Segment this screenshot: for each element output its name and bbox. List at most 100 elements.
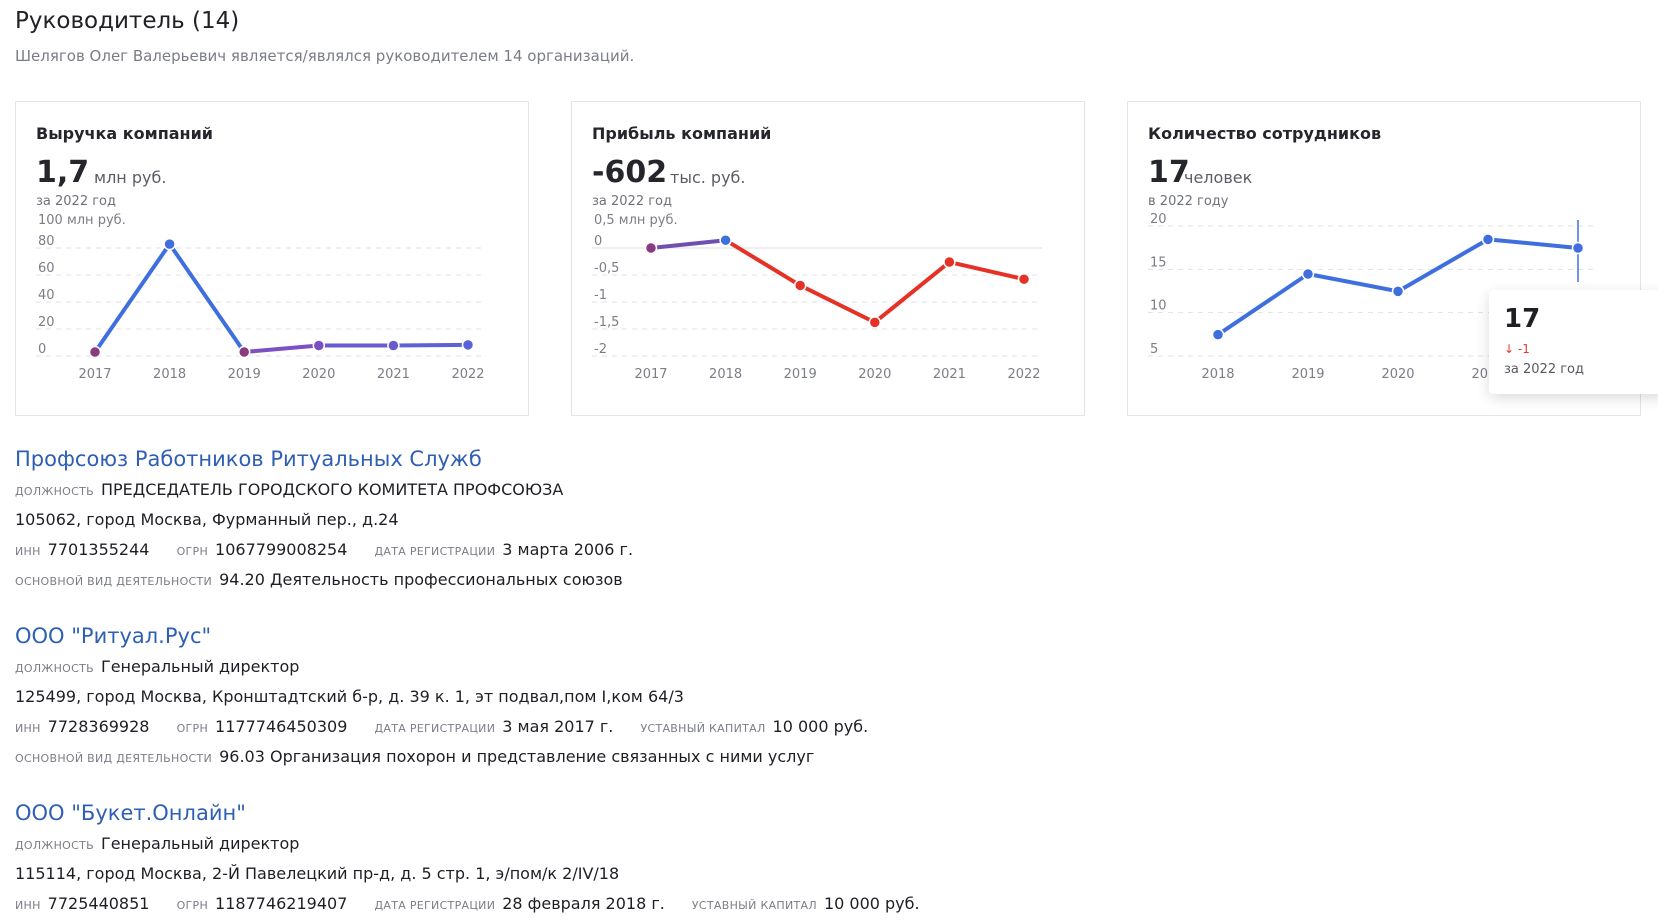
activity-value: 94.20 Деятельность профессиональных союз… <box>219 570 623 589</box>
x-tick-label: 2022 <box>1007 367 1040 382</box>
card-title: Прибыль компаний <box>592 124 772 143</box>
x-tick-label: 2020 <box>1381 367 1414 382</box>
x-tick-label: 2020 <box>302 367 335 382</box>
ogrn-label: ОГРН <box>176 899 209 912</box>
card-period: за 2022 год <box>36 194 116 209</box>
ogrn-label: ОГРН <box>176 545 209 558</box>
page-subtitle: Шелягов Олег Валерьевич является/являлся… <box>15 47 635 65</box>
reg-date-label: дата регистрации <box>374 899 496 912</box>
y-tick-label: 80 <box>38 234 55 249</box>
series-segment <box>391 342 470 348</box>
data-point <box>943 255 956 269</box>
capital-value: 10 000 руб. <box>823 894 920 913</box>
data-point <box>1211 328 1225 341</box>
position-label: должность <box>15 662 94 675</box>
reg-date-label: дата регистрации <box>374 722 496 735</box>
inn-value: 7725440851 <box>47 894 150 913</box>
org-position-row: должность ПРЕДСЕДАТЕЛЬ ГОРОДСКОГО КОМИТЕТ… <box>15 475 655 505</box>
org-item: ООО "Ритуал.Рус" должность Генеральный ди… <box>15 621 890 772</box>
revenue-card[interactable]: 100 млн руб. 80 60 40 20 0 2017 2018 2019 2020 202… <box>15 101 529 416</box>
org-name-link[interactable]: Профсоюз Работников Ритуальных Служб <box>15 447 482 471</box>
reg-date-value: 3 марта 2006 г. <box>502 540 634 559</box>
y-tick-label: -0,5 <box>594 261 619 276</box>
card-value: -602 <box>592 155 668 190</box>
series-segment <box>167 242 247 354</box>
chart-tooltip: 17 ↓ -1 за 2022 год <box>1489 290 1658 394</box>
inn-label: ИНН <box>15 899 41 912</box>
y-tick-label: 0 <box>38 342 46 357</box>
data-point <box>88 345 102 359</box>
y-tick-label: 0 <box>594 234 602 249</box>
data-point <box>163 237 176 251</box>
x-tick-label: 2021 <box>933 367 966 382</box>
y-tick-label: 40 <box>38 288 55 303</box>
series-segment <box>1486 237 1580 250</box>
x-tick-label: 2017 <box>634 367 667 382</box>
card-value: 17 <box>1148 155 1190 190</box>
data-point <box>868 316 882 329</box>
inn-value: 7701355244 <box>47 540 150 559</box>
y-tick-label: -1 <box>594 288 607 303</box>
ogrn-value: 1177746450309 <box>215 717 348 736</box>
series-segment <box>798 283 877 325</box>
org-address: 115114, город Москва, 2-Й Павелецкий пр-… <box>15 864 620 883</box>
data-point <box>793 279 807 292</box>
org-codes-row: ИНН 7701355244 ОГРН 1067799008254 дата рег… <box>15 535 655 565</box>
y-axis-unit: 0,5 млн руб. <box>594 213 678 228</box>
data-point <box>1301 267 1315 281</box>
activity-label: основной вид деятельности <box>15 575 213 588</box>
series-segment <box>872 260 952 325</box>
tooltip-delta: ↓ -1 <box>1504 342 1530 356</box>
inn-label: ИНН <box>15 722 41 735</box>
series-segment <box>93 242 172 354</box>
series-segment <box>947 260 1026 282</box>
data-point <box>387 339 400 352</box>
x-tick-label: 2021 <box>377 367 410 382</box>
card-period: за 2022 год <box>592 194 672 209</box>
series-segment <box>1216 272 1310 337</box>
position-value: ПРЕДСЕДАТЕЛЬ ГОРОДСКОГО КОМИТЕТА ПРОФСОЮ… <box>100 480 564 499</box>
x-tick-label: 2019 <box>1291 367 1324 382</box>
org-name-link[interactable]: ООО "Ритуал.Рус" <box>15 624 212 648</box>
ogrn-label: ОГРН <box>176 722 209 735</box>
y-tick-label: 60 <box>38 261 55 276</box>
position-value: Генеральный директор <box>100 834 300 853</box>
data-point <box>644 241 658 255</box>
data-point <box>1017 272 1031 286</box>
card-title: Количество сотрудников <box>1148 124 1382 143</box>
tooltip-period: за 2022 год <box>1504 362 1584 377</box>
revenue-chart: 100 млн руб. 80 60 40 20 0 2017 2018 2019 2020 202… <box>36 213 486 382</box>
reg-date-label: дата регистрации <box>374 545 496 558</box>
x-tick-label: 2017 <box>78 367 111 382</box>
data-point <box>1571 241 1585 255</box>
reg-date-value: 3 мая 2017 г. <box>502 717 614 736</box>
series-segment <box>1306 272 1400 294</box>
ogrn-value: 1187746219407 <box>215 894 348 913</box>
org-codes-row: ИНН 7725440851 ОГРН 1187746219407 дата рег… <box>15 889 942 919</box>
data-point <box>1391 285 1405 298</box>
y-tick-label: 20 <box>38 315 55 330</box>
x-tick-label: 2019 <box>228 367 261 382</box>
capital-label: уставный капитал <box>691 899 817 912</box>
y-tick-label: 5 <box>1150 342 1158 357</box>
org-position-row: должность Генеральный директор <box>15 829 942 859</box>
series-segment <box>1396 237 1490 294</box>
capital-value: 10 000 руб. <box>772 717 869 736</box>
data-point <box>312 339 326 352</box>
profit-card[interactable]: 0,5 млн руб. 0 -0,5 -1 -1,5 -2 2017 2018 2019 202… <box>571 101 1085 416</box>
series-segment <box>723 238 803 288</box>
y-tick-label: -2 <box>594 342 607 357</box>
card-period: в 2022 году <box>1148 194 1229 209</box>
y-tick-label: 20 <box>1150 212 1167 227</box>
org-name-link[interactable]: ООО "Букет.Онлайн" <box>15 801 246 825</box>
data-point <box>719 233 732 247</box>
x-tick-label: 2018 <box>153 367 186 382</box>
y-tick-label: 10 <box>1150 299 1167 314</box>
data-point <box>237 345 251 359</box>
capital-label: уставный капитал <box>640 722 766 735</box>
x-tick-label: 2018 <box>1201 367 1234 382</box>
position-value: Генеральный директор <box>100 657 300 676</box>
card-unit: человек <box>1184 168 1253 187</box>
card-value: 1,7 <box>36 155 90 190</box>
org-position-row: должность Генеральный директор <box>15 652 890 682</box>
